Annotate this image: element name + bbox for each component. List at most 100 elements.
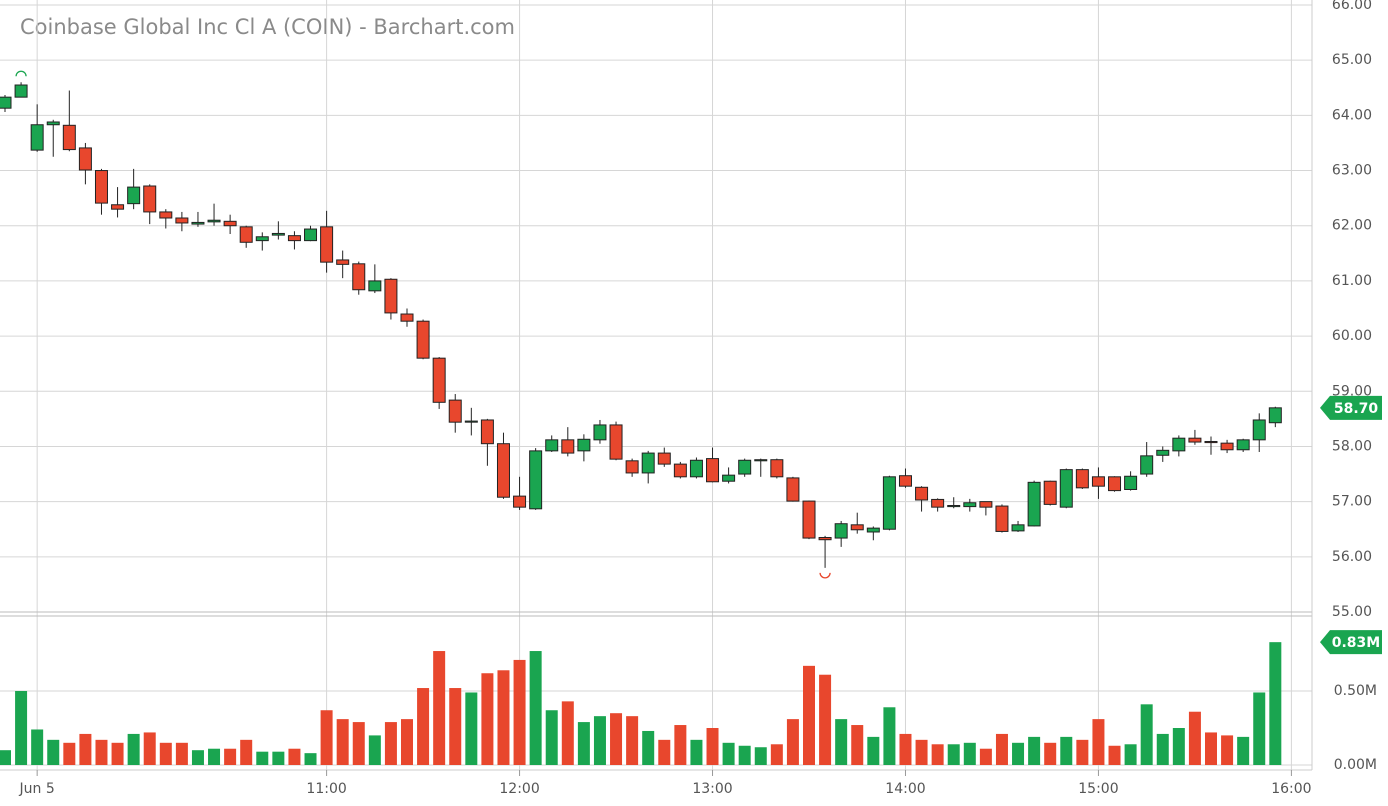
candle-body xyxy=(175,217,189,224)
y-tick-label: 61.00 xyxy=(1332,273,1372,289)
y-tick-label: 64.00 xyxy=(1332,107,1372,123)
last-volume-label: 0.83M xyxy=(1332,635,1380,651)
y-tick-label: 56.00 xyxy=(1332,549,1372,565)
volume-bar xyxy=(481,673,494,765)
volume-bar xyxy=(208,748,221,765)
volume-bar xyxy=(1156,733,1169,765)
volume-bar xyxy=(127,733,140,765)
candle-body xyxy=(159,211,173,219)
y-tick-label: 57.00 xyxy=(1332,494,1372,510)
volume-bar xyxy=(1237,736,1250,765)
volume-bar xyxy=(497,670,510,765)
volume-bar xyxy=(851,725,864,765)
y-tick-label: 63.00 xyxy=(1332,163,1372,179)
volume-bar xyxy=(577,722,590,765)
volume-bar xyxy=(513,659,526,765)
candle-body xyxy=(480,419,494,445)
volume-bar xyxy=(754,747,767,765)
x-tick-label: 14:00 xyxy=(885,781,925,797)
volume-bar xyxy=(143,732,156,765)
candle-body xyxy=(496,443,510,498)
volume-bar xyxy=(642,730,655,765)
candle-body xyxy=(979,501,993,508)
volume-bar xyxy=(963,742,976,765)
volume-bar xyxy=(995,733,1008,765)
candle-body xyxy=(1043,480,1057,505)
candle-body xyxy=(352,263,366,291)
candle-body xyxy=(834,523,848,539)
volume-bar xyxy=(272,751,285,765)
volume-bar xyxy=(47,739,60,765)
volume-bar xyxy=(0,750,11,765)
grid xyxy=(0,0,1312,770)
candle-body xyxy=(818,537,832,541)
volume-bar xyxy=(15,691,28,765)
volume-tick-label: 0.00M xyxy=(1334,757,1377,773)
volume-bar xyxy=(417,688,430,765)
candle-body xyxy=(1027,481,1041,527)
candle-body xyxy=(1156,449,1170,456)
volume-bar xyxy=(1028,736,1041,765)
candle-body xyxy=(963,502,977,508)
candle-body xyxy=(866,527,880,533)
volume-bar xyxy=(658,739,671,765)
candle-body xyxy=(1091,476,1105,487)
candle-body xyxy=(432,357,446,403)
volume-bar xyxy=(320,710,333,765)
volume-bar xyxy=(770,744,783,765)
candle-body xyxy=(239,226,253,243)
y-tick-label: 58.00 xyxy=(1332,438,1372,454)
candle-body xyxy=(1220,442,1234,451)
last-volume-box xyxy=(1320,630,1382,655)
volume-bar xyxy=(401,719,413,765)
volume-bar xyxy=(835,719,848,765)
last-price-box xyxy=(1320,395,1382,420)
candle-body xyxy=(915,486,929,501)
candle-body xyxy=(1188,437,1202,443)
volume-bar xyxy=(384,722,397,765)
candle-body xyxy=(111,204,125,210)
candle-body xyxy=(448,399,462,423)
volume-bar xyxy=(336,719,349,765)
candle-body xyxy=(30,124,44,151)
candle-body xyxy=(513,495,527,508)
candle-body xyxy=(593,424,607,441)
candle-body xyxy=(754,459,768,462)
volume-bar xyxy=(256,751,269,765)
volume-bar xyxy=(561,701,574,765)
candle-body xyxy=(529,450,543,510)
candle-body xyxy=(802,500,816,539)
volume-bar xyxy=(947,744,960,765)
x-tick-label: 11:00 xyxy=(306,781,346,797)
y-tick-label: 66.00 xyxy=(1332,0,1372,13)
volume-bar xyxy=(1108,745,1121,765)
volume-bar xyxy=(931,744,944,765)
volume-bar xyxy=(626,716,639,765)
last-price-label: 58.70 xyxy=(1334,401,1379,417)
candle-body xyxy=(947,504,961,508)
volume-bar xyxy=(304,753,317,765)
volume-bar xyxy=(111,742,124,765)
candle-body xyxy=(416,320,430,359)
volume-bar xyxy=(690,739,703,765)
low-marker xyxy=(819,572,831,579)
volume-bar xyxy=(545,710,558,765)
y-tick-label: 59.00 xyxy=(1332,383,1372,399)
volume-bar xyxy=(1076,739,1089,765)
candle-body xyxy=(255,236,269,242)
candle-body xyxy=(1140,455,1154,475)
candle-body xyxy=(336,259,350,265)
volume-bar xyxy=(1012,742,1025,765)
candle-body xyxy=(223,220,237,227)
x-tick-label: 16:00 xyxy=(1271,781,1311,797)
candle-body xyxy=(882,476,896,530)
candle-body xyxy=(609,424,623,460)
candle-body xyxy=(400,313,414,322)
volume-bar xyxy=(722,742,735,765)
volume-bar xyxy=(979,748,992,765)
candle-body xyxy=(738,459,752,475)
candle-body xyxy=(931,498,945,508)
volume-bar xyxy=(1060,736,1073,765)
volume-bar xyxy=(1253,692,1266,765)
candle-body xyxy=(1011,524,1025,532)
